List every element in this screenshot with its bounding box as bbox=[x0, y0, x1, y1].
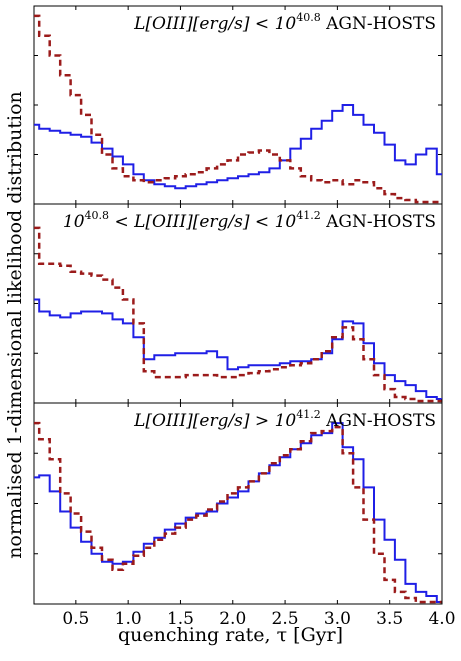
series-solid-line bbox=[34, 422, 442, 603]
panel-label: L[OIII][erg/s] < 1040.8 AGN-HOSTS bbox=[133, 11, 436, 34]
panel-label: 1040.8 < L[OIII][erg/s] < 1041.2 AGN-HOS… bbox=[63, 209, 436, 232]
x-tick-label: 1.0 bbox=[115, 609, 142, 629]
x-tick-label: 0.5 bbox=[62, 609, 89, 629]
series-dashed-line bbox=[34, 421, 442, 604]
panel-3: L[OIII][erg/s] > 1041.2 AGN-HOSTS bbox=[33, 402, 443, 605]
panel-1: L[OIII][erg/s] < 1040.8 AGN-HOSTS bbox=[33, 5, 443, 205]
x-tick-label: 4.0 bbox=[428, 609, 455, 629]
panel-frame bbox=[33, 203, 443, 404]
series-dashed-line bbox=[34, 226, 442, 403]
y-axis: normalised 1-dimensional likelihood dist… bbox=[0, 0, 30, 600]
x-tick-label: 2.0 bbox=[219, 609, 246, 629]
y-axis-label: normalised 1-dimensional likelihood dist… bbox=[4, 91, 26, 559]
x-axis-label: quenching rate, τ [Gyr] bbox=[117, 624, 343, 646]
series-dashed-line bbox=[34, 14, 442, 204]
series-solid-line bbox=[34, 104, 442, 190]
panel-label: L[OIII][erg/s] > 1041.2 AGN-HOSTS bbox=[133, 408, 436, 431]
panel-frame bbox=[33, 402, 443, 605]
panel-frame bbox=[33, 5, 443, 205]
x-tick-label: 3.5 bbox=[376, 609, 403, 629]
x-tick-label: 3.0 bbox=[324, 609, 351, 629]
x-tick-label: 1.5 bbox=[167, 609, 194, 629]
x-tick-label: 2.5 bbox=[272, 609, 299, 629]
panel-2: 1040.8 < L[OIII][erg/s] < 1041.2 AGN-HOS… bbox=[33, 203, 443, 404]
series-solid-line bbox=[34, 298, 442, 400]
x-axis: 0.5 1.0 1.5 2.0 2.5 3.0 3.5 4.0 bbox=[62, 609, 455, 629]
